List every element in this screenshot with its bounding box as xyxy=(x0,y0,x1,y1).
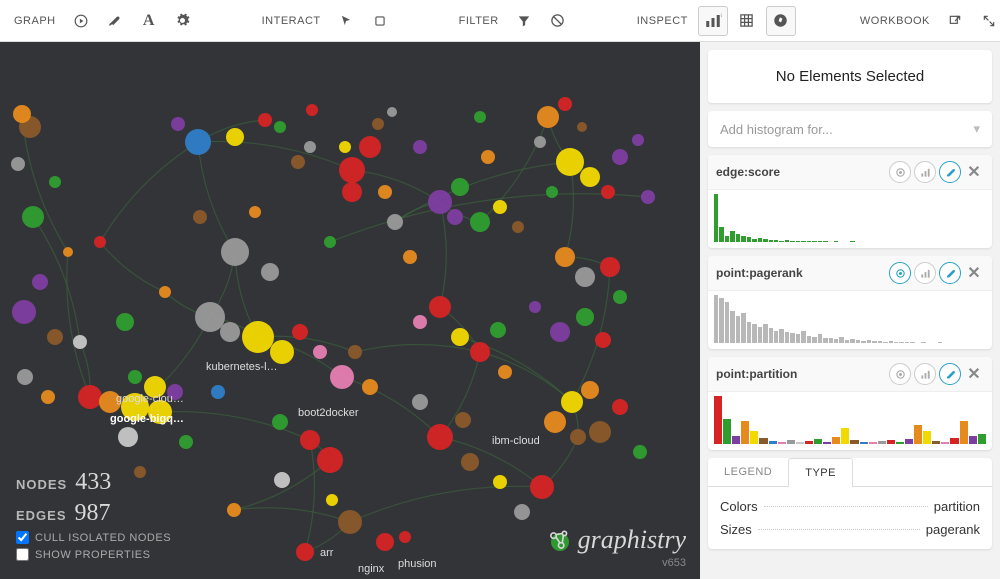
toolbar-group-label: FILTER xyxy=(459,15,499,27)
filter-button[interactable] xyxy=(509,6,539,36)
histogram-mode-icon[interactable] xyxy=(914,161,936,183)
histogram-target-icon[interactable] xyxy=(889,161,911,183)
legend-tab[interactable]: LEGEND xyxy=(708,458,788,486)
add-histogram-dropdown[interactable]: Add histogram for...▾ xyxy=(708,111,992,147)
histogram-brush-icon[interactable] xyxy=(939,363,961,385)
svg-text:phusion: phusion xyxy=(398,558,437,570)
histogram-mode-icon[interactable] xyxy=(914,363,936,385)
histogram-mode-icon[interactable] xyxy=(914,262,936,284)
histogram-brush-icon[interactable] xyxy=(939,161,961,183)
histogram-close-icon[interactable]: ✕ xyxy=(964,364,984,384)
histogram-close-icon[interactable]: ✕ xyxy=(964,162,984,182)
brush-button[interactable] xyxy=(100,6,130,36)
marquee-button[interactable] xyxy=(365,6,395,36)
nodes-label: NODES xyxy=(16,477,67,492)
toolbar-group-label: WORKBOOK xyxy=(860,15,930,27)
histogram-title: edge:score xyxy=(716,165,780,179)
histogram-brush-icon[interactable] xyxy=(939,262,961,284)
clear-filter-button[interactable] xyxy=(543,6,573,36)
fullscreen-button[interactable] xyxy=(974,6,1000,36)
cull-isolated-nodes-toggle[interactable]: CULL ISOLATED NODES xyxy=(16,531,171,544)
histogram-chart[interactable] xyxy=(708,392,992,450)
toolbar-group-label: GRAPH xyxy=(14,15,56,27)
svg-text:ibm-cloud: ibm-cloud xyxy=(492,435,540,447)
selection-panel: No Elements Selected xyxy=(708,50,992,103)
graph-canvas[interactable]: kubernetes-l…google-clou…google-bigq…boo… xyxy=(0,42,700,579)
histogram-button[interactable]: 3 xyxy=(698,6,728,36)
show-properties-toggle[interactable]: SHOW PROPERTIES xyxy=(16,548,171,561)
svg-text:arr: arr xyxy=(320,547,334,559)
sidebar: No Elements Selected Add histogram for...… xyxy=(700,42,1000,579)
compass-button[interactable] xyxy=(766,6,796,36)
toolbar: GRAPH A INTERACT FILTER INSPECT 3 WORKBOOK xyxy=(0,0,1000,42)
legend-tab[interactable]: TYPE xyxy=(788,458,853,487)
graphistry-logo: graphistry xyxy=(546,525,686,555)
histogram-target-icon[interactable] xyxy=(889,363,911,385)
histogram-target-icon[interactable] xyxy=(889,262,911,284)
version-label: v653 xyxy=(546,557,686,569)
play-button[interactable] xyxy=(66,6,96,36)
toolbar-group-label: INSPECT xyxy=(637,15,688,27)
svg-text:3: 3 xyxy=(720,13,722,19)
stats-panel: NODES 433 EDGES 987 CULL ISOLATED NODES SH… xyxy=(16,469,171,561)
svg-text:google-bigq…: google-bigq… xyxy=(110,413,184,425)
toolbar-group-label: INTERACT xyxy=(262,15,321,27)
brand-footer: graphistry v653 xyxy=(546,525,686,569)
table-button[interactable] xyxy=(732,6,762,36)
histogram-panel: point:pagerank ✕ xyxy=(708,256,992,349)
svg-text:boot2docker: boot2docker xyxy=(298,407,359,419)
legend-row: Sizespagerank xyxy=(720,518,980,541)
text-button[interactable]: A xyxy=(134,6,164,36)
open-workbook-button[interactable] xyxy=(940,6,970,36)
pointer-button[interactable] xyxy=(331,6,361,36)
nodes-count: 433 xyxy=(75,469,111,496)
histogram-title: point:pagerank xyxy=(716,266,803,280)
edges-count: 987 xyxy=(75,500,111,527)
svg-text:kubernetes-l…: kubernetes-l… xyxy=(206,361,278,373)
legend-row: Colorspartition xyxy=(720,495,980,518)
histogram-panel: point:partition ✕ xyxy=(708,357,992,450)
settings-button[interactable] xyxy=(168,6,198,36)
histogram-chart[interactable] xyxy=(708,190,992,248)
histogram-close-icon[interactable]: ✕ xyxy=(964,263,984,283)
histogram-chart[interactable] xyxy=(708,291,992,349)
svg-text:nginx: nginx xyxy=(358,563,385,575)
histogram-title: point:partition xyxy=(716,367,797,381)
histogram-panel: edge:score ✕ xyxy=(708,155,992,248)
edges-label: EDGES xyxy=(16,508,67,523)
